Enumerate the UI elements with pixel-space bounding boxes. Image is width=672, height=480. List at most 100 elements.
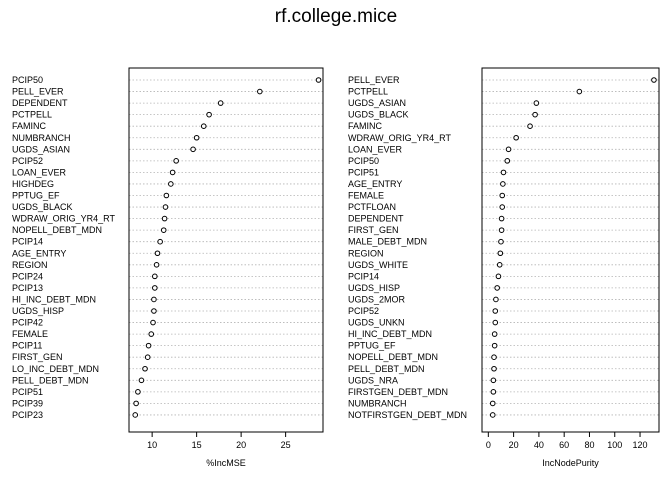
importance-point [576,88,583,95]
variable-label: REGION [348,248,384,258]
importance-point [145,342,152,349]
variable-label: HI_INC_DEBT_MDN [12,294,96,304]
variable-label: LOAN_EVER [348,144,403,154]
variable-label: NUMBRANCH [12,133,71,143]
x-tick-label: 40 [534,440,544,450]
variable-label: UGDS_HISP [348,283,400,293]
importance-point [499,204,506,210]
x-tick-label: 60 [559,440,569,450]
importance-point [193,134,200,141]
x-tick-label: 25 [281,440,291,450]
variable-label: PCIP50 [12,75,43,85]
plot-frame [128,67,324,433]
x-tick-label: 0 [486,440,491,450]
importance-point [492,308,499,314]
importance-point [148,331,155,337]
importance-point [138,377,145,384]
variable-label: UGDS_WHITE [348,260,408,270]
importance-point [489,400,496,407]
variable-label: FIRST_GEN [348,225,399,235]
variable-label: HIGHDEG [12,179,54,189]
variable-label: FAMINC [348,121,383,131]
variable-label: UGDS_2MOR [348,294,406,304]
importance-point [217,100,224,106]
variable-label: PELL_DEBT_MDN [12,375,89,385]
importance-point [500,181,506,187]
variable-label: WDRAW_ORIG_YR4_RT [348,133,452,143]
plot-frame [481,67,660,433]
importance-point [163,192,170,199]
importance-point [504,158,511,164]
importance-point [154,250,161,257]
importance-point [513,134,519,141]
importance-point [152,273,158,280]
importance-point [505,146,512,153]
variable-label: NOPELL_DEBT_MDN [12,225,102,235]
variable-label: UGDS_ASIAN [12,144,70,154]
importance-point [169,169,176,176]
variable-label: PCIP52 [348,306,379,316]
variable-label: UGDS_BLACK [348,110,409,120]
importance-point [494,285,500,291]
variable-label: WDRAW_ORIG_YR4_RT [12,214,116,224]
importance-point [161,215,168,222]
x-tick-label: 20 [509,440,519,450]
importance-point [527,123,533,129]
variable-label: PCIP14 [12,237,43,247]
importance-point [160,227,167,233]
importance-point [498,215,505,222]
importance-point [651,77,657,83]
variable-label: PCIP14 [348,271,379,281]
variable-label: PCIP13 [12,283,43,293]
variable-label: UGDS_BLACK [12,202,73,212]
variable-label: AGE_ENTRY [348,179,402,189]
variable-label: PCIP11 [12,341,42,351]
x-tick-label: 100 [607,440,622,450]
variable-label: NUMBRANCH [348,398,407,408]
importance-point [157,238,163,245]
variable-label: PCIP24 [12,271,43,281]
importance-point [491,342,498,349]
importance-point [492,319,499,326]
variable-label: PCTPELL [348,87,388,97]
variable-label: PELL_EVER [348,75,400,85]
x-tick-label: 10 [147,440,157,450]
importance-point [489,412,496,418]
importance-point [496,262,503,268]
importance-point [200,123,207,129]
variable-label: UGDS_NRA [348,375,398,385]
x-tick-label: 80 [584,440,594,450]
importance-point [151,308,157,314]
variable-label: UGDS_HISP [12,306,64,316]
importance-point [142,365,148,372]
variable-label: AGE_ENTRY [12,248,66,258]
x-tick-label: 15 [192,440,202,450]
x-axis-label: IncNodePurity [542,458,599,468]
importance-point [491,331,498,337]
importance-point [315,77,322,83]
variable-label: LOAN_EVER [12,167,67,177]
variable-label: PPTUG_EF [12,191,60,201]
importance-point [133,400,139,407]
variable-label: FAMINC [12,121,47,131]
variable-label: FEMALE [348,191,384,201]
variable-label: PCIP51 [348,167,379,177]
importance-point [168,181,174,187]
importance-point [493,296,499,303]
importance-point [532,111,538,118]
importance-point [497,250,504,257]
importance-point [498,238,504,245]
importance-point [491,354,497,361]
variable-label: PCIP51 [12,387,43,397]
variable-label: PELL_DEBT_MDN [348,364,425,374]
variable-label: NOTFIRSTGEN_DEBT_MDN [348,410,467,420]
importance-point [533,100,540,106]
importance-point [150,319,156,326]
variable-label: PCIP42 [12,318,43,328]
importance-point [495,273,502,280]
importance-point [206,111,212,118]
variable-label: PCTPELL [12,110,52,120]
importance-point [153,262,160,268]
